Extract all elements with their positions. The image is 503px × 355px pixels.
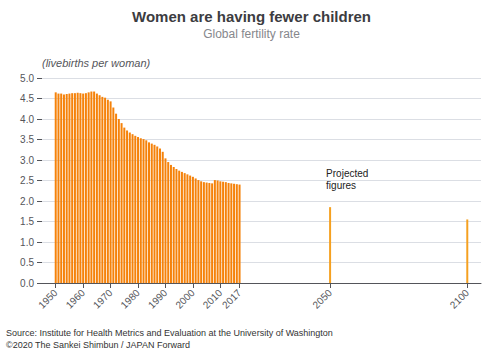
svg-text:4.0: 4.0 <box>20 114 34 125</box>
svg-text:2.5: 2.5 <box>20 175 34 186</box>
svg-text:1.0: 1.0 <box>20 237 34 248</box>
svg-text:(livebirths per woman): (livebirths per woman) <box>42 57 151 69</box>
svg-text:3.0: 3.0 <box>20 155 34 166</box>
svg-text:2010: 2010 <box>201 287 225 311</box>
svg-text:Projected: Projected <box>326 168 368 179</box>
svg-text:2050: 2050 <box>310 287 334 311</box>
svg-text:2000: 2000 <box>173 287 197 311</box>
svg-text:Global fertility rate: Global fertility rate <box>203 27 300 41</box>
svg-text:0.5: 0.5 <box>20 257 34 268</box>
svg-text:5.0: 5.0 <box>20 73 34 84</box>
svg-text:1960: 1960 <box>64 287 88 311</box>
svg-text:Women are having fewer childre: Women are having fewer children <box>132 8 371 25</box>
svg-text:1.5: 1.5 <box>20 216 34 227</box>
svg-text:0.0: 0.0 <box>20 278 34 289</box>
svg-text:1950: 1950 <box>36 287 60 311</box>
svg-text:2.0: 2.0 <box>20 196 34 207</box>
svg-text:1970: 1970 <box>91 287 115 311</box>
svg-text:1990: 1990 <box>146 287 170 311</box>
svg-text:Source: Institute for Health M: Source: Institute for Health Metrics and… <box>6 328 333 338</box>
svg-text:4.5: 4.5 <box>20 93 34 104</box>
svg-text:figures: figures <box>326 180 356 191</box>
svg-text:1980: 1980 <box>118 287 142 311</box>
svg-text:2100: 2100 <box>448 287 472 311</box>
svg-text:©2020 The Sankei Shimbun / JAP: ©2020 The Sankei Shimbun / JAPAN Forward <box>6 340 190 350</box>
svg-text:2017: 2017 <box>220 287 244 311</box>
svg-text:3.5: 3.5 <box>20 134 34 145</box>
